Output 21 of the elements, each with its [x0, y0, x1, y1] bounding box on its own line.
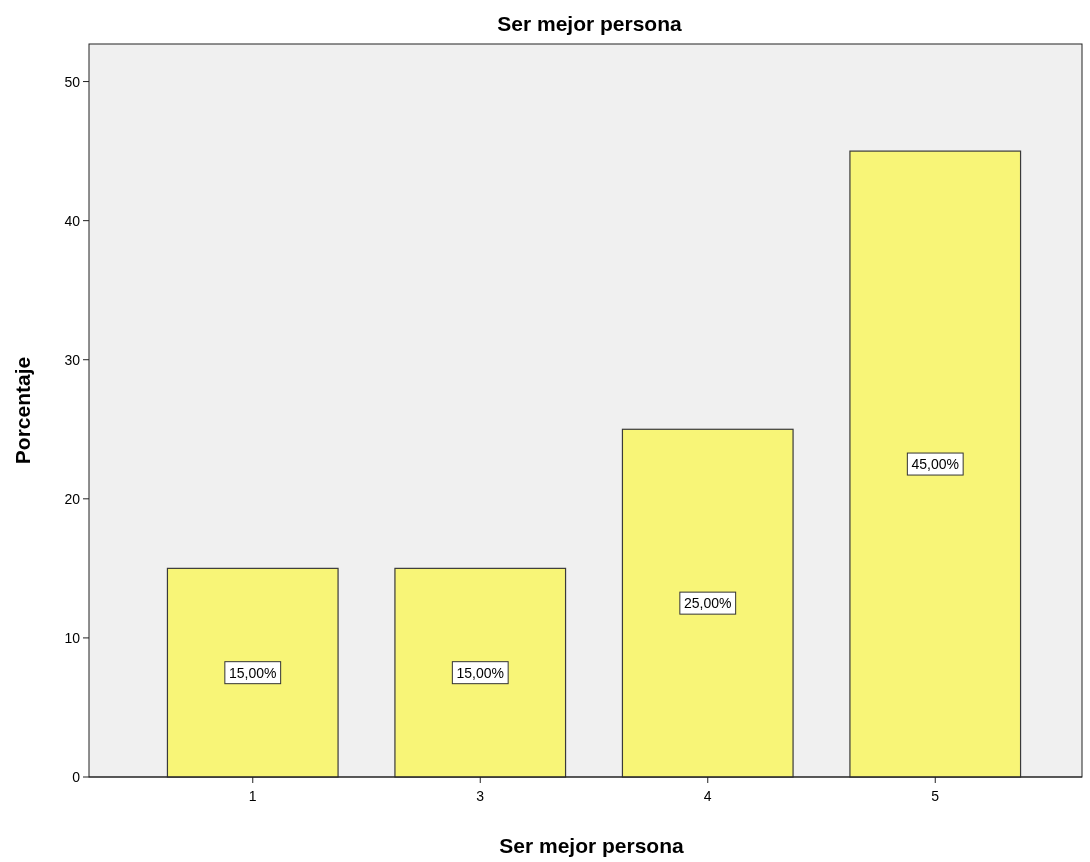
x-axis-title: Ser mejor persona [499, 834, 685, 857]
data-label: 15,00% [229, 664, 277, 681]
y-tick-label: 10 [64, 629, 81, 646]
bar [621, 428, 794, 778]
x-tick-label: 3 [476, 788, 485, 804]
y-tick-label: 50 [64, 73, 81, 90]
bar [166, 567, 339, 778]
x-tick-label: 1 [248, 788, 257, 804]
bar [394, 567, 567, 778]
x-tick-label: 4 [703, 788, 712, 804]
y-tick-label: 0 [72, 769, 81, 785]
x-tick-label: 5 [931, 788, 940, 804]
y-tick-label: 40 [64, 212, 81, 229]
chart-title: Ser mejor persona [497, 12, 683, 35]
y-tick-label: 30 [64, 351, 81, 368]
data-label: 15,00% [456, 664, 504, 681]
data-label: 25,00% [684, 595, 732, 612]
data-label: 45,00% [911, 456, 959, 473]
y-axis-title: Porcentaje [11, 356, 34, 465]
bar [849, 150, 1022, 778]
y-tick-label: 20 [64, 490, 81, 507]
